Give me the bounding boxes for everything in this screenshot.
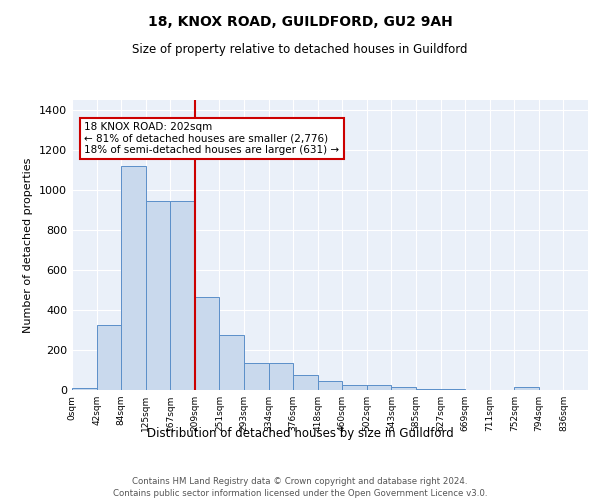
Text: Size of property relative to detached houses in Guildford: Size of property relative to detached ho… [132,42,468,56]
Bar [121,166,146,390]
Bar [97,325,121,390]
Bar [170,201,195,390]
Bar [318,381,342,390]
Bar [146,201,170,390]
Bar [195,297,220,390]
Bar [72,388,97,390]
Text: Distribution of detached houses by size in Guildford: Distribution of detached houses by size … [146,428,454,440]
Bar [244,363,269,390]
Text: Contains public sector information licensed under the Open Government Licence v3: Contains public sector information licen… [113,489,487,498]
Bar [269,363,293,390]
Bar [440,389,465,390]
Bar [416,389,440,390]
Y-axis label: Number of detached properties: Number of detached properties [23,158,34,332]
Text: 18 KNOX ROAD: 202sqm
← 81% of detached houses are smaller (2,776)
18% of semi-de: 18 KNOX ROAD: 202sqm ← 81% of detached h… [84,122,340,155]
Bar [391,387,416,390]
Bar [220,335,244,390]
Bar [367,385,391,390]
Bar [293,375,318,390]
Bar [514,387,539,390]
Text: Contains HM Land Registry data © Crown copyright and database right 2024.: Contains HM Land Registry data © Crown c… [132,478,468,486]
Bar [342,385,367,390]
Text: 18, KNOX ROAD, GUILDFORD, GU2 9AH: 18, KNOX ROAD, GUILDFORD, GU2 9AH [148,15,452,29]
